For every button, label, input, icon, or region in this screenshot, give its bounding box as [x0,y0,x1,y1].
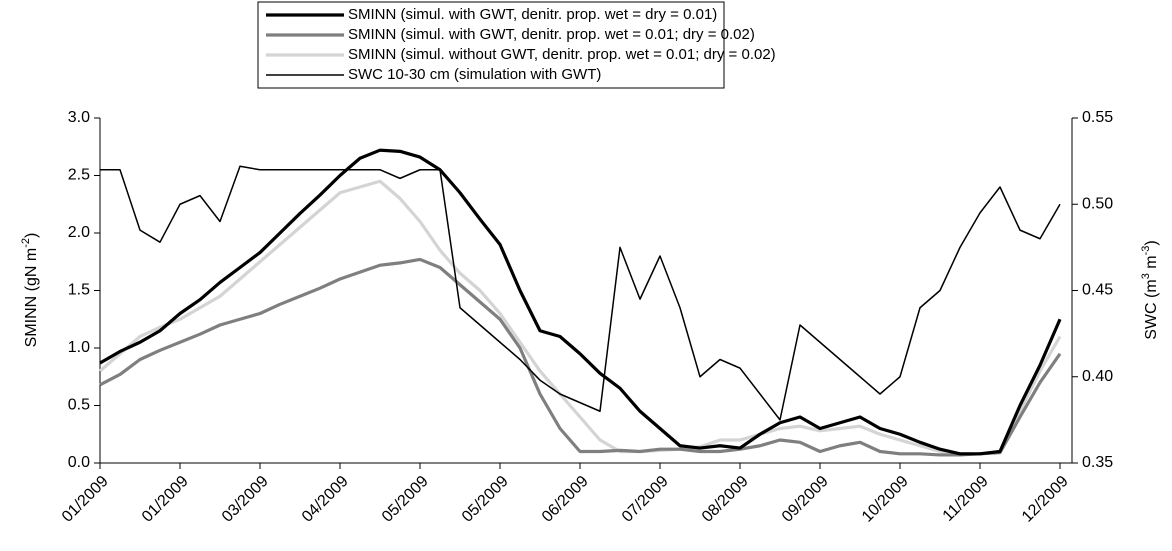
legend-label: SMINN (simul. with GWT, denitr. prop. we… [348,26,755,43]
series-line [99,148,1062,456]
x-tick-label: 06/2009 [539,473,592,526]
series-line [98,179,1062,456]
x-tick-label: 12/2009 [1019,473,1072,526]
legend-label: SWC 10-30 cm (simulation with GWT) [348,66,601,83]
series-line [100,165,1061,421]
y-axis-label: SMINN (gN m-2) [20,233,40,348]
y2-label-sup: 3 [1140,273,1152,279]
x-tick-label: 01/2009 [59,473,112,526]
x-tick-label: 05/2009 [459,473,512,526]
x-tick-label: 05/2009 [379,473,432,526]
y-tick-label: 0.5 [68,397,90,414]
y-label-sup: -2 [20,238,32,248]
y-tick-label: 0.0 [68,454,90,471]
y2-label-part: m [1143,255,1160,273]
y-label-part: ) [23,233,40,238]
y-tick-label: 3.0 [68,109,90,126]
y2-axis-label: SWC (m3 m-3) [1140,240,1160,339]
y-tick-label: 1.0 [68,339,90,356]
series-line [99,257,1062,457]
y2-label-sup: -3 [1140,246,1152,256]
y2-label-part: ) [1143,240,1160,245]
y2-tick-label: 0.40 [1082,368,1113,385]
legend-label: SMINN (simul. with GWT, denitr. prop. we… [348,6,717,23]
y-tick-label: 2.0 [68,224,90,241]
x-tick-label: 03/2009 [219,473,272,526]
x-tick-label: 07/2009 [619,473,672,526]
legend-label: SMINN (simul. without GWT, denitr. prop.… [348,46,776,63]
y-tick-label: 2.5 [68,167,90,184]
y2-tick-label: 0.55 [1082,109,1113,126]
x-tick-label: 11/2009 [940,473,992,525]
y2-tick-label: 0.35 [1082,454,1113,471]
legend-box [257,1,725,89]
y-tick-label: 1.5 [68,282,90,299]
y2-tick-label: 0.50 [1082,195,1113,212]
x-tick-label: 08/2009 [699,473,752,526]
y2-label-part: SWC (m [1143,279,1160,339]
y-label-part: SMINN (gN m [23,248,40,348]
x-tick-label: 01/2009 [139,473,192,526]
x-tick-label: 10/2009 [859,473,912,526]
x-tick-label: 04/2009 [299,473,352,526]
x-tick-label: 09/2009 [779,473,832,526]
y2-tick-label: 0.45 [1082,282,1113,299]
